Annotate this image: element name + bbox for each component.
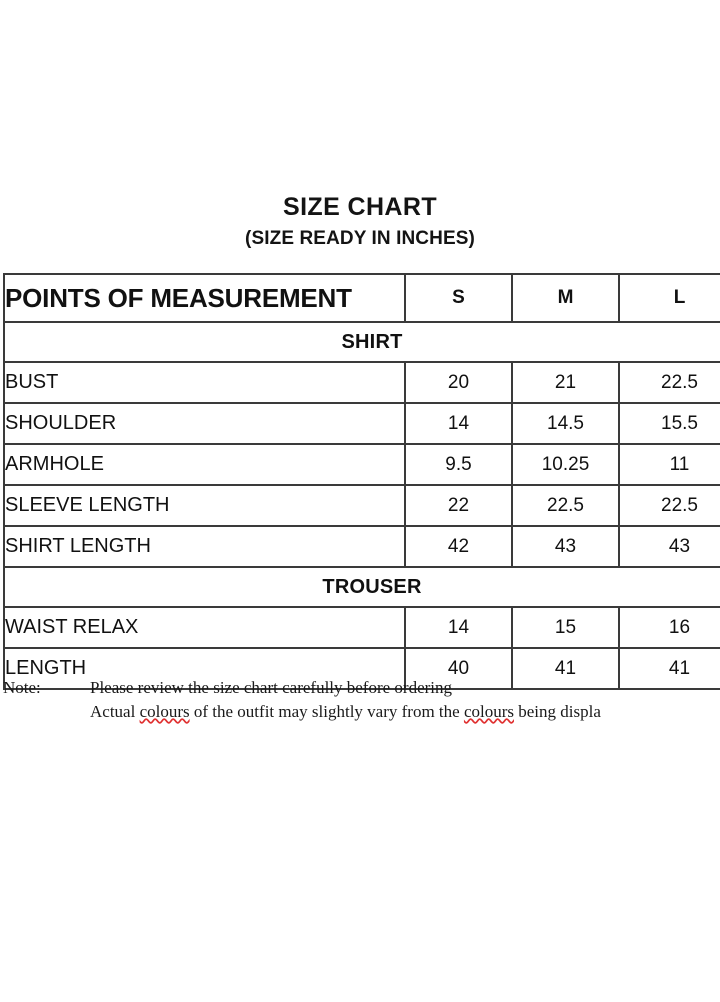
cell-armhole-s: 9.5 xyxy=(404,443,513,486)
note-misspelled-word-colours-2: colours xyxy=(463,702,514,721)
column-header-size-l: L xyxy=(618,273,720,323)
table-header-row: POINTS OF MEASUREMENT S M L xyxy=(3,273,720,323)
cell-length-l: 41 xyxy=(618,647,720,690)
note-line-1: Note: Please review the size chart carefu… xyxy=(3,676,720,700)
page-title: SIZE CHART xyxy=(283,193,437,221)
column-header-points-of-measurement: POINTS OF MEASUREMENT xyxy=(3,273,406,323)
row-label-length: LENGTH xyxy=(3,647,406,690)
table-row: LENGTH 40 41 41 xyxy=(3,647,720,690)
cell-armhole-m: 10.25 xyxy=(511,443,620,486)
cell-sleeve-length-m: 22.5 xyxy=(511,484,620,527)
cell-shoulder-s: 14 xyxy=(404,402,513,445)
cell-shirt-length-s: 42 xyxy=(404,525,513,568)
row-label-waist-relax: WAIST RELAX xyxy=(3,606,406,649)
note-line-2: Actual colours of the outfit may slightl… xyxy=(3,700,720,724)
row-label-bust: BUST xyxy=(3,361,406,404)
page-subtitle: (SIZE READY IN INCHES) xyxy=(245,228,475,249)
column-header-size-m: M xyxy=(511,273,620,323)
cell-shirt-length-l: 43 xyxy=(618,525,720,568)
row-label-shoulder: SHOULDER xyxy=(3,402,406,445)
table-row: SHIRT LENGTH 42 43 43 xyxy=(3,525,720,568)
cell-bust-s: 20 xyxy=(404,361,513,404)
note-misspelled-word-colours-1: colours xyxy=(139,702,190,721)
cell-waist-relax-s: 14 xyxy=(404,606,513,649)
cell-armhole-l: 11 xyxy=(618,443,720,486)
table-row: SHOULDER 14 14.5 15.5 xyxy=(3,402,720,445)
row-label-armhole: ARMHOLE xyxy=(3,443,406,486)
title-block: SIZE CHART (SIZE READY IN INCHES) xyxy=(0,192,720,252)
note-label: Note: xyxy=(3,678,41,697)
table-row: WAIST RELAX 14 15 16 xyxy=(3,606,720,649)
cell-sleeve-length-l: 22.5 xyxy=(618,484,720,527)
cell-bust-m: 21 xyxy=(511,361,620,404)
table-row: BUST 20 21 22.5 xyxy=(3,361,720,404)
section-header-row-shirt: SHIRT xyxy=(3,321,720,363)
size-chart-table: POINTS OF MEASUREMENT S M L SHIRT BUST 2… xyxy=(3,273,720,690)
cell-sleeve-length-s: 22 xyxy=(404,484,513,527)
cell-shoulder-l: 15.5 xyxy=(618,402,720,445)
cell-waist-relax-l: 16 xyxy=(618,606,720,649)
cell-length-s: 40 xyxy=(404,647,513,690)
note-text-2-part3: being displa xyxy=(513,702,601,721)
section-header-row-trouser: TROUSER xyxy=(3,566,720,608)
note-text-1: Please review the size chart carefully b… xyxy=(90,678,453,697)
row-label-sleeve-length: SLEEVE LENGTH xyxy=(3,484,406,527)
section-label-shirt: SHIRT xyxy=(3,321,720,363)
note-block: Note: Please review the size chart carefu… xyxy=(3,676,720,724)
section-label-trouser: TROUSER xyxy=(3,566,720,608)
table-row: SLEEVE LENGTH 22 22.5 22.5 xyxy=(3,484,720,527)
table-row: ARMHOLE 9.5 10.25 11 xyxy=(3,443,720,486)
row-label-shirt-length: SHIRT LENGTH xyxy=(3,525,406,568)
cell-shirt-length-m: 43 xyxy=(511,525,620,568)
note-text-2-part1: Actual xyxy=(90,702,140,721)
column-header-size-s: S xyxy=(404,273,513,323)
cell-length-m: 41 xyxy=(511,647,620,690)
cell-bust-l: 22.5 xyxy=(618,361,720,404)
note-text-2-part2: of the outfit may slightly vary from the xyxy=(189,702,464,721)
cell-shoulder-m: 14.5 xyxy=(511,402,620,445)
cell-waist-relax-m: 15 xyxy=(511,606,620,649)
